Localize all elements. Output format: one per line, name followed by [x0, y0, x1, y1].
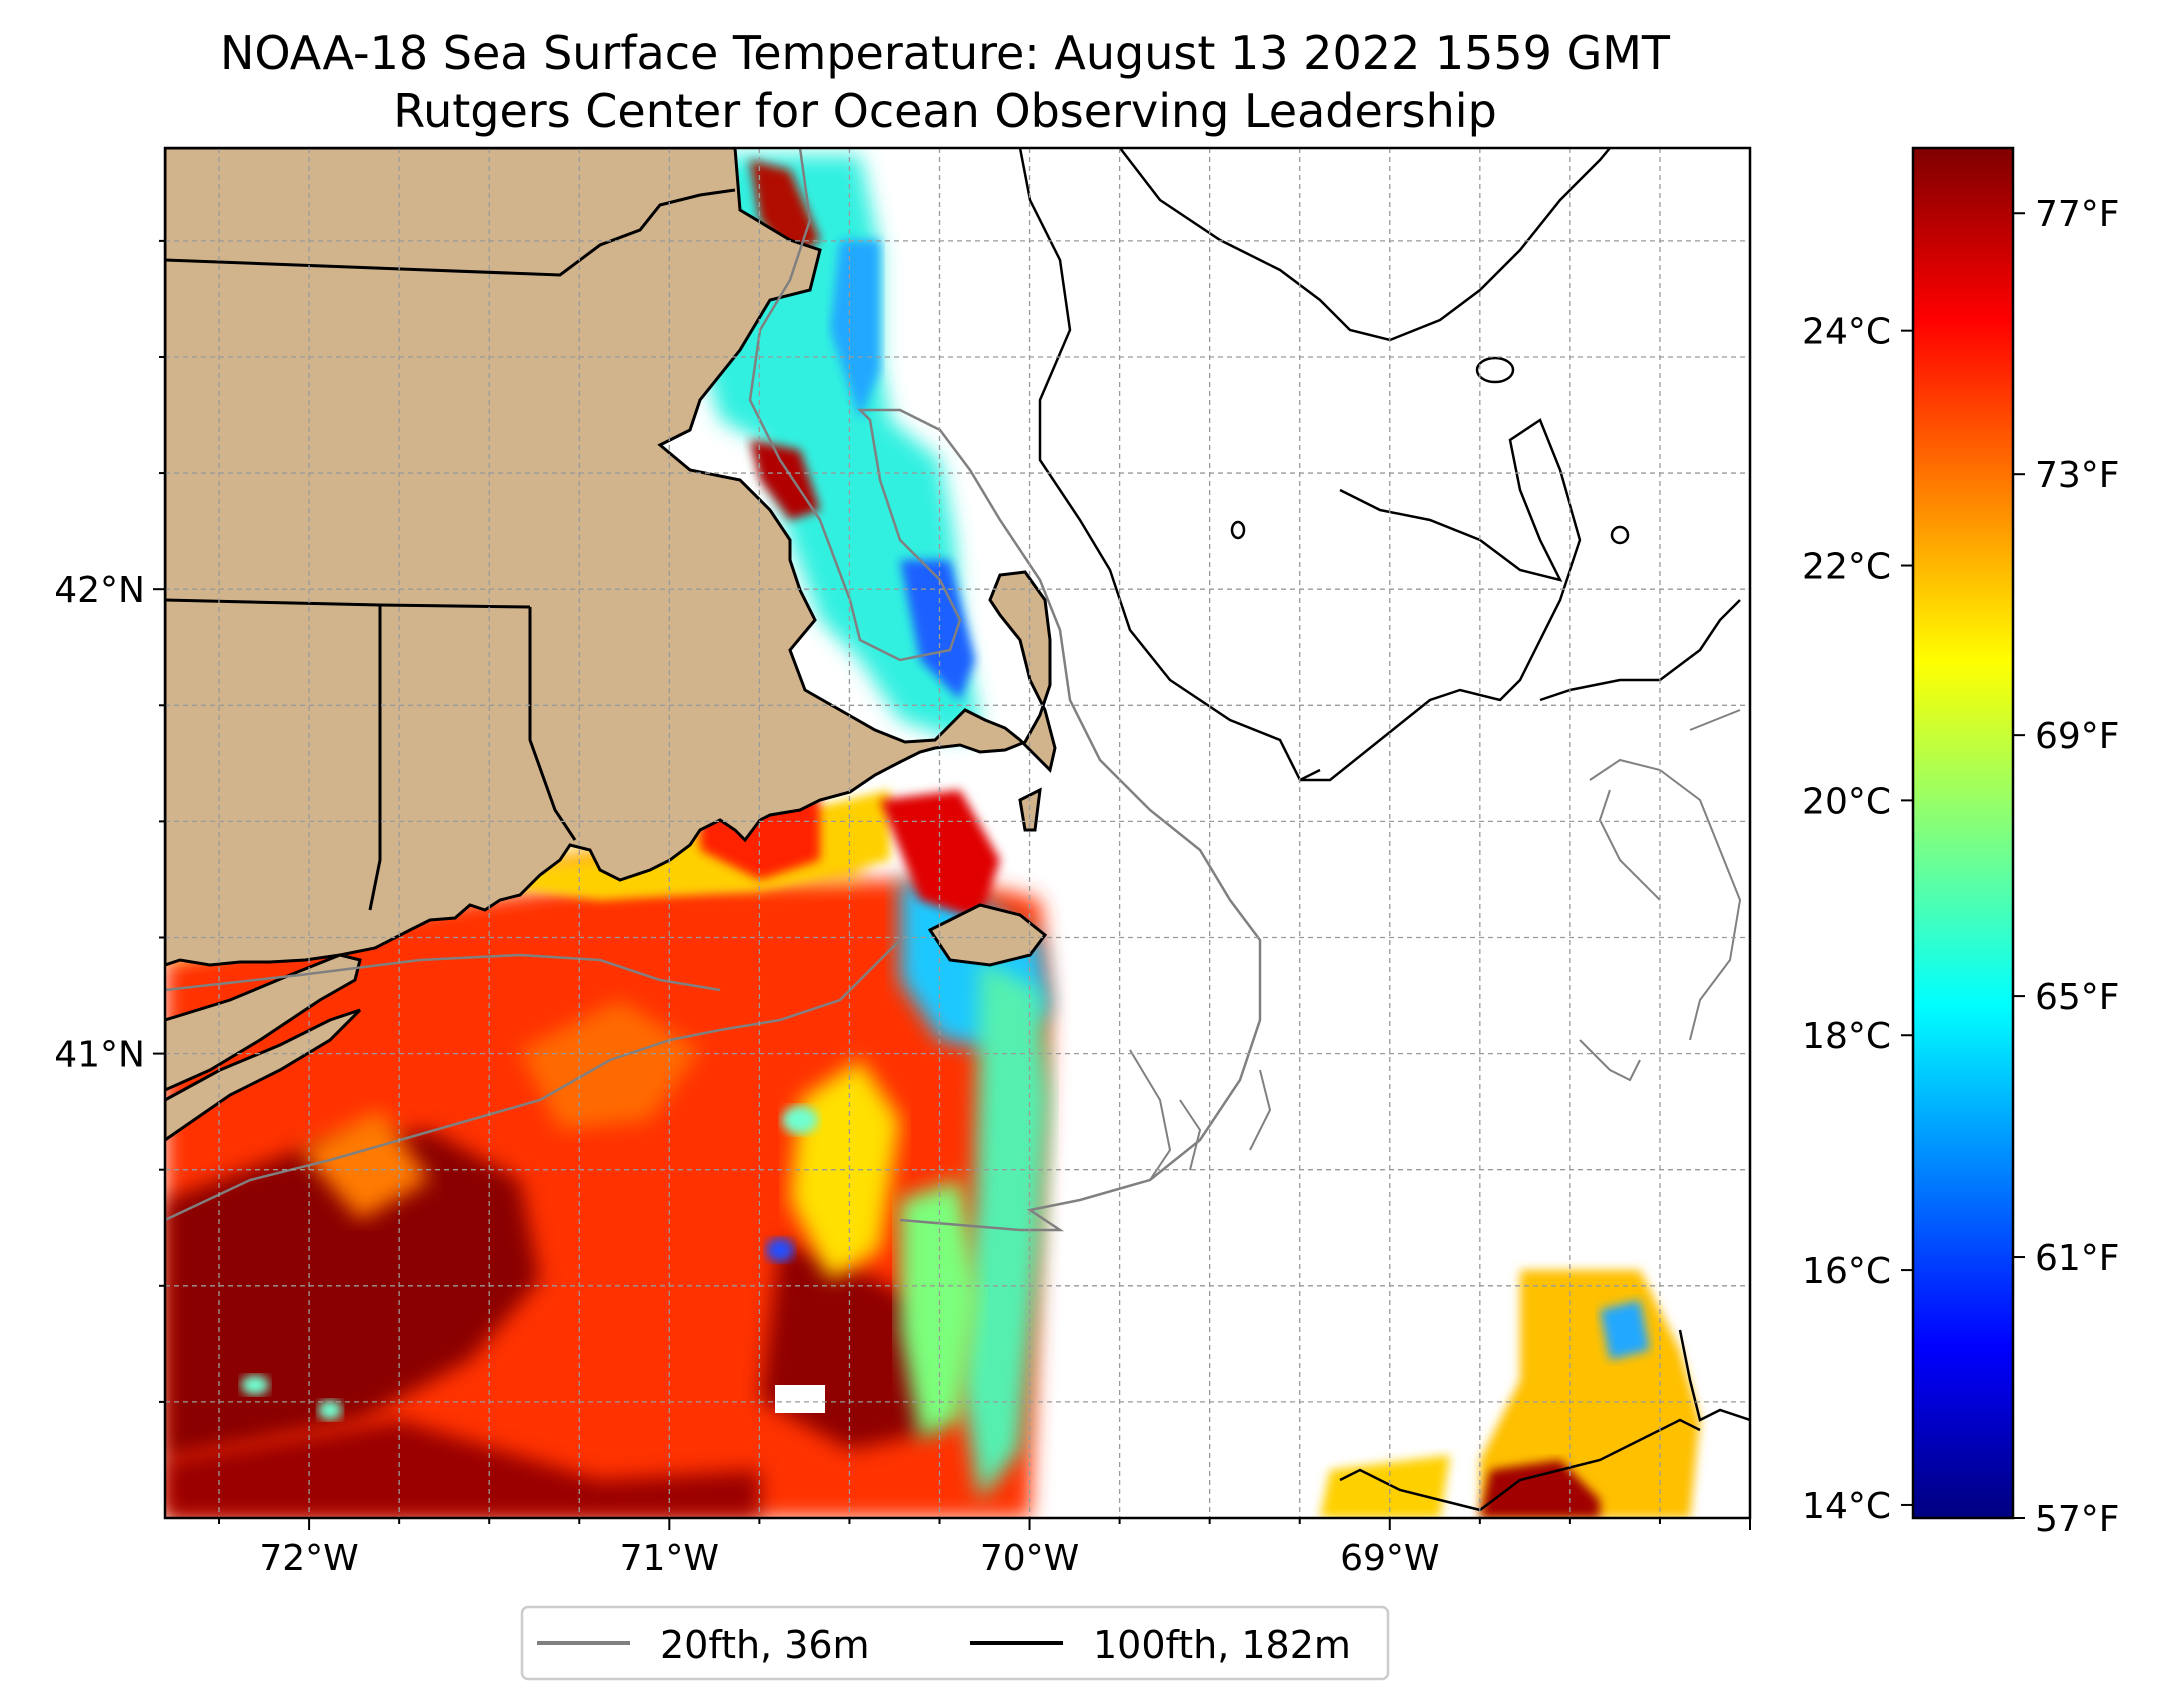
colorbar-celsius-axis: 14°C 16°C 18°C 20°C 22°C 24°C: [1802, 312, 1913, 1527]
legend-label-100fth: 100fth, 182m: [1093, 1623, 1351, 1667]
lon-tick-label: 71°W: [620, 1538, 719, 1579]
colorbar-f-label: 69°F: [2035, 716, 2120, 757]
legend-box: [520, 1605, 1390, 1681]
lat-tick-label: 42°N: [54, 570, 145, 611]
figure-subtitle: Rutgers Center for Ocean Observing Leade…: [393, 84, 1497, 138]
lon-tick-label: 70°W: [980, 1538, 1079, 1579]
isobath-contours: [165, 148, 1742, 1232]
colorbar-c-label: 16°C: [1802, 1251, 1891, 1292]
colorbar: 14°C 16°C 18°C 20°C 22°C 24°C 57°F 61°F 65°F 69°…: [1802, 146, 2120, 1540]
map-panel: 72°W 71°W 70°W 69°W 42°N 41°N: [54, 146, 1752, 1579]
colorbar-c-label: 20°C: [1802, 781, 1891, 822]
colorbar-f-label: 57°F: [2035, 1499, 2120, 1540]
colorbar-c-label: 22°C: [1802, 547, 1891, 588]
gridlines: [165, 148, 1750, 1518]
colorbar-fahrenheit-axis: 57°F 61°F 65°F 69°F 73°F 77°F: [2013, 194, 2120, 1540]
figure-title: NOAA-18 Sea Surface Temperature: August …: [219, 26, 1670, 80]
land: [165, 148, 1057, 1142]
colorbar-c-label: 24°C: [1802, 312, 1891, 353]
colorbar-f-label: 65°F: [2035, 977, 2120, 1018]
colorbar-gradient: [1911, 146, 2015, 1520]
legend: 20fth, 36m 100fth, 182m: [520, 1605, 1390, 1681]
colorbar-c-label: 14°C: [1802, 1486, 1891, 1527]
longitude-axis: 72°W 71°W 70°W 69°W: [218, 1518, 1751, 1579]
legend-label-20fth: 20fth, 36m: [660, 1623, 870, 1667]
lat-tick-label: 41°N: [54, 1035, 145, 1076]
lon-tick-label: 69°W: [1340, 1538, 1439, 1579]
map-frame: [163, 146, 1752, 1520]
colorbar-f-label: 61°F: [2035, 1238, 2120, 1279]
colorbar-c-label: 18°C: [1802, 1016, 1891, 1057]
colorbar-f-label: 77°F: [2035, 194, 2120, 235]
colorbar-f-label: 73°F: [2035, 455, 2120, 496]
latitude-axis: 42°N 41°N: [54, 239, 165, 1403]
lon-tick-label: 72°W: [259, 1538, 358, 1579]
